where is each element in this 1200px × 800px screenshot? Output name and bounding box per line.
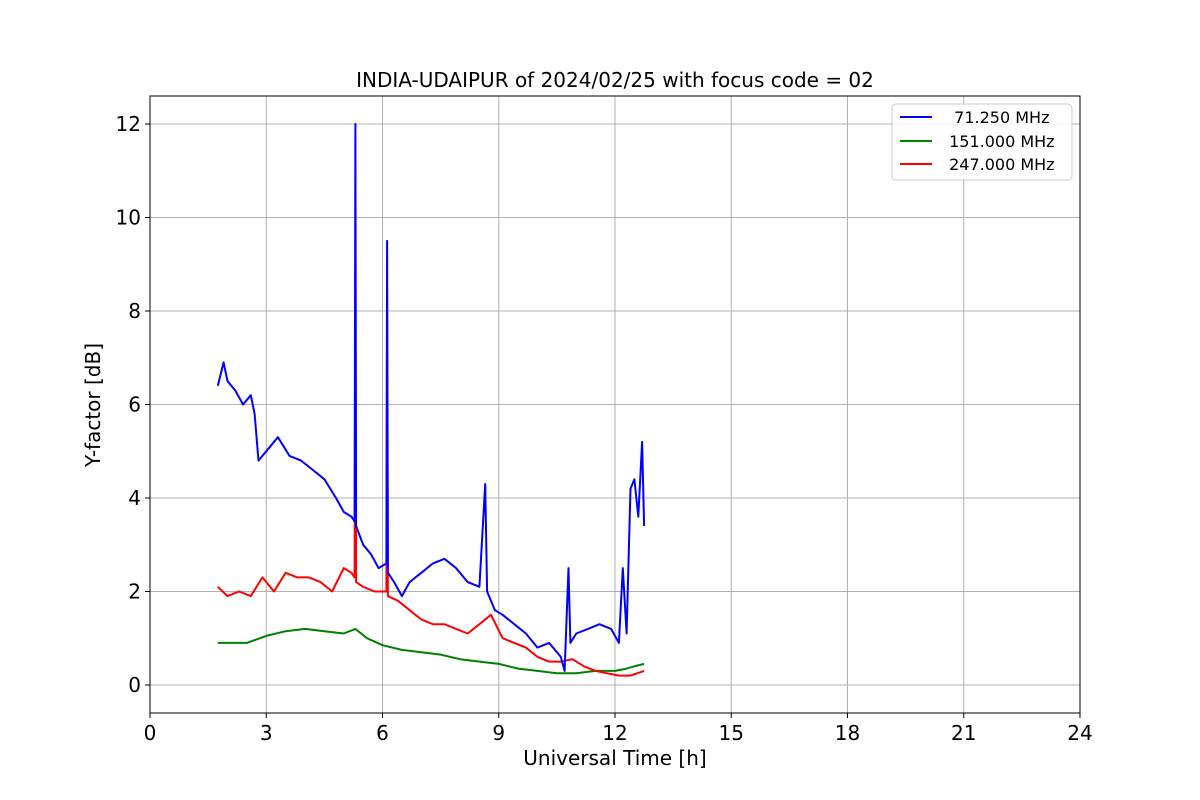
x-tick-label: 6: [376, 721, 389, 745]
y-tick-label: 8: [128, 299, 141, 323]
y-axis-label: Y-factor [dB]: [81, 343, 105, 468]
x-tick-label: 3: [260, 721, 273, 745]
y-tick-label: 0: [128, 673, 141, 697]
series-group: [216, 123, 646, 677]
legend-box: [891, 103, 1073, 181]
x-tick-label: 24: [1067, 721, 1092, 745]
x-tick-label: 9: [492, 721, 505, 745]
legend-label-247mhz: 247.000 MHz: [944, 155, 1055, 174]
y-tick-label: 6: [128, 393, 141, 417]
y-tick-label: 4: [128, 486, 141, 510]
x-axis-label: Universal Time [h]: [523, 746, 706, 770]
chart-title: INDIA-UDAIPUR of 2024/02/25 with focus c…: [356, 68, 874, 92]
x-tick-label: 0: [144, 721, 157, 745]
series-line-2: [217, 263, 645, 677]
grid: [149, 96, 1081, 713]
legend-label-151mhz: 151.000 MHz: [944, 132, 1055, 151]
x-tick-label: 18: [835, 721, 860, 745]
x-tick-label: 12: [602, 721, 627, 745]
y-tick-label: 2: [128, 579, 141, 603]
series-line-0: [216, 123, 646, 672]
x-axis-ticks: 0 3 6 9 12 15 18 21 24: [144, 713, 1093, 745]
legend: 71.250 MHz 151.000 MHz 247.000 MHz: [891, 103, 1073, 181]
legend-label-71mhz: 71.250 MHz: [944, 108, 1049, 127]
x-tick-label: 21: [951, 721, 976, 745]
y-axis-ticks: 0 2 4 6 8 10 12: [116, 112, 150, 697]
y-tick-label: 12: [116, 112, 141, 136]
y-tick-label: 10: [116, 206, 141, 230]
x-tick-label: 15: [719, 721, 744, 745]
series-line-1: [217, 627, 645, 675]
